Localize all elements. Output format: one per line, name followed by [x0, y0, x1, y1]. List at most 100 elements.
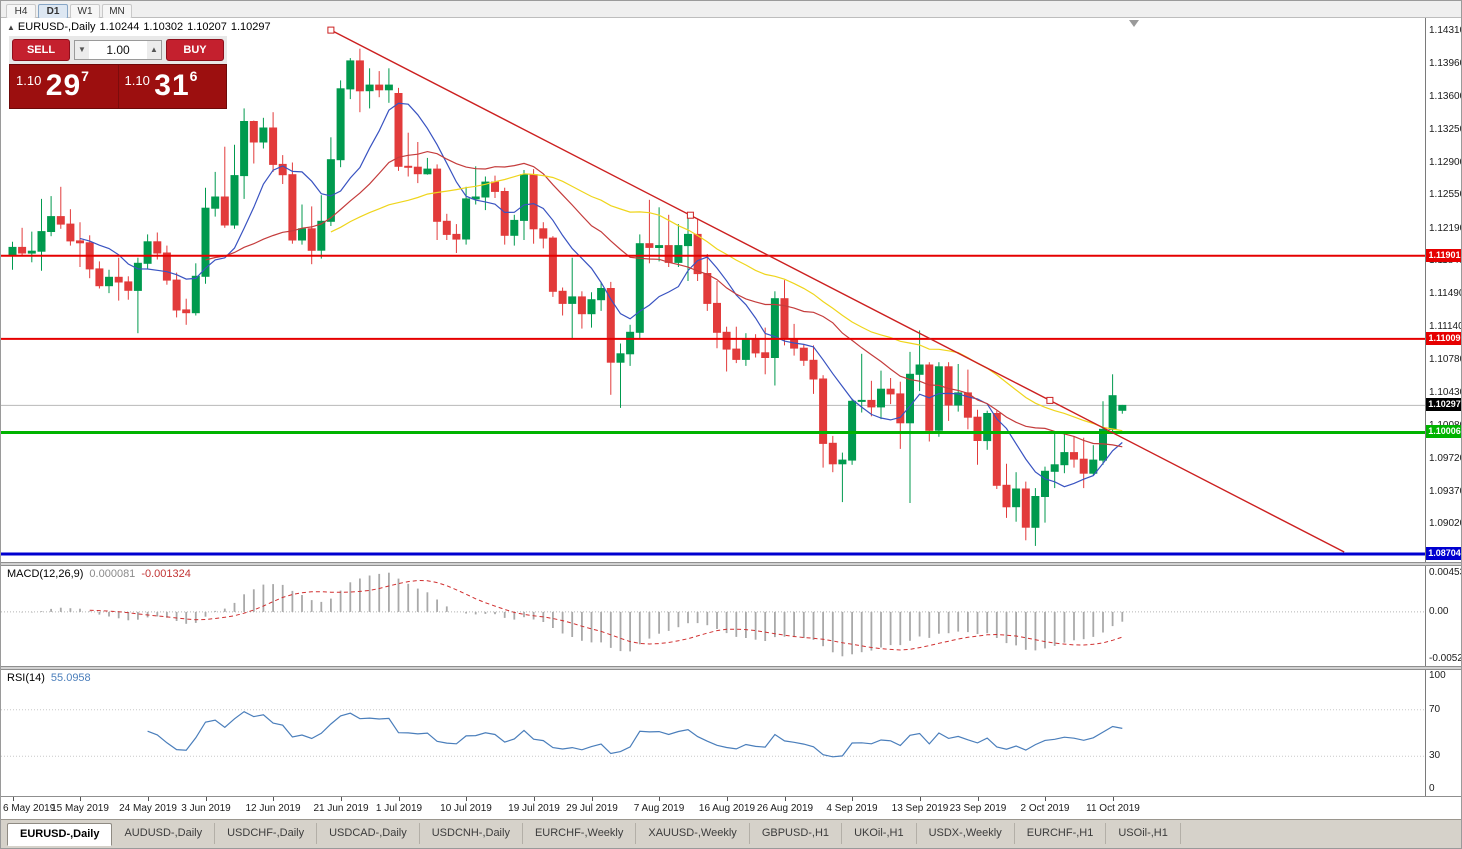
price-axis-label: 1.13600: [1429, 91, 1462, 103]
ma-line-34: [330, 173, 1123, 432]
volume-input[interactable]: 1.00: [106, 43, 130, 57]
macd-axis-label: 0.004536: [1429, 567, 1461, 578]
date-axis-label: 16 Aug 2019: [698, 803, 756, 814]
date-tick: [273, 797, 274, 801]
date-tick: [341, 797, 342, 801]
chart-shift-marker-icon[interactable]: [1129, 20, 1139, 27]
rsi-line: [147, 710, 1123, 758]
macd-axis-label: 0.00: [1429, 605, 1449, 617]
date-axis-label: 21 Jun 2019: [313, 803, 369, 814]
one-click-trading-widget: SELL ▼ 1.00 ▲ BUY 1.10 297 1.10 316: [9, 36, 227, 109]
price-axis-label: 1.13250: [1429, 123, 1462, 135]
symbol-tab-eurchf-weekly[interactable]: EURCHF-,Weekly: [523, 823, 637, 844]
date-tick: [399, 797, 400, 801]
sell-price-big: 29: [45, 69, 82, 102]
symbol-tab-audusd-daily[interactable]: AUDUSD-,Daily: [112, 823, 216, 844]
descending-trendline[interactable]: [330, 29, 1345, 553]
macd-chart-svg: [1, 572, 1425, 657]
macd-histogram: [21, 572, 1124, 657]
date-axis-label: 2 Oct 2019: [1020, 803, 1070, 814]
volume-control: ▼ 1.00 ▲: [74, 40, 162, 60]
trendline-handle[interactable]: [686, 211, 694, 219]
buy-price-display[interactable]: 1.10 316: [119, 65, 227, 108]
date-tick: [534, 797, 535, 801]
price-axis-label: 1.09370: [1429, 485, 1462, 497]
timeframe-button-d1[interactable]: D1: [38, 4, 68, 19]
price-pane: ▲ EURUSD-,Daily 1.10244 1.10302 1.10207 1.102…: [1, 18, 1462, 562]
date-axis-label: 29 Jul 2019: [566, 803, 618, 814]
date-axis-label: 11 Oct 2019: [1086, 803, 1140, 814]
date-axis-label: 7 Aug 2019: [633, 803, 685, 814]
macd-pane: MACD(12,26,9)0.000081-0.001324 0.004536 0…: [1, 566, 1461, 666]
date-tick: [920, 797, 921, 801]
symbol-tab-usdx-weekly[interactable]: USDX-,Weekly: [917, 823, 1015, 844]
tab-bar: EURUSD-,Daily AUDUSD-,Daily USDCHF-,Daily U…: [1, 819, 1461, 848]
date-tick: [727, 797, 728, 801]
timeframe-toolbar: H4 D1 W1 MN: [1, 1, 1461, 19]
date-axis-label: 10 Jul 2019: [440, 803, 492, 814]
symbol-tab-gbpusd-h1[interactable]: GBPUSD-,H1: [750, 823, 843, 844]
symbol-tab-usdcnh-daily[interactable]: USDCNH-,Daily: [420, 823, 523, 844]
symbol-tab-ukoil-h1[interactable]: UKOil-,H1: [842, 823, 917, 844]
price-axis-label: 1.14310: [1429, 25, 1462, 36]
macd-name: MACD(12,26,9): [7, 568, 84, 580]
date-axis-label: 12 Jun 2019: [245, 803, 301, 814]
timeframe-button-w1[interactable]: W1: [70, 4, 100, 19]
date-tick: [1045, 797, 1046, 801]
date-axis: 6 May 2019 15 May 2019 24 May 2019 3 Jun 20…: [1, 796, 1461, 819]
rsi-value: 55.0958: [50, 672, 91, 684]
date-axis-label: 1 Jul 2019: [375, 803, 423, 814]
date-tick: [1113, 797, 1114, 801]
rsi-name: RSI(14): [7, 672, 45, 684]
timeframe-button-mn[interactable]: MN: [102, 4, 132, 19]
chart-title: ▲ EURUSD-,Daily 1.10244 1.10302 1.10207 1.102…: [7, 21, 275, 33]
ohlc-high: 1.10302: [143, 21, 184, 33]
rsi-axis-label: 100: [1429, 670, 1446, 681]
chart-title-symbol: EURUSD-,Daily: [17, 21, 96, 33]
date-tick: [466, 797, 467, 801]
date-tick: [13, 797, 14, 801]
current-price-badge: 1.10297: [1426, 398, 1461, 412]
rsi-axis: 100 70 30 0: [1425, 670, 1461, 796]
rsi-axis-label: 30: [1429, 750, 1441, 762]
price-axis: 1.14310 1.13960 1.13600 1.13250 1.12900 1.125…: [1425, 18, 1462, 562]
pane-splitter[interactable]: [1, 562, 1461, 566]
buy-price-sup: 6: [189, 68, 198, 84]
price-axis-label: 1.10430: [1429, 386, 1462, 398]
price-axis-label: 1.12900: [1429, 156, 1462, 168]
volume-decrease-button[interactable]: ▼: [75, 41, 89, 59]
date-tick: [659, 797, 660, 801]
ohlc-low: 1.10207: [187, 21, 227, 33]
volume-increase-button[interactable]: ▲: [147, 41, 161, 59]
trendline-handle[interactable]: [1046, 396, 1054, 404]
sell-price-base: 1.10: [16, 73, 42, 88]
date-tick: [148, 797, 149, 801]
date-tick: [978, 797, 979, 801]
price-axis-label: 1.12550: [1429, 189, 1462, 201]
date-axis-label: 19 Jul 2019: [508, 803, 560, 814]
rsi-axis-label: 0: [1429, 783, 1435, 794]
symbol-tab-eurchf-h1[interactable]: EURCHF-,H1: [1015, 823, 1107, 844]
symbol-tab-usdchf-daily[interactable]: USDCHF-,Daily: [215, 823, 318, 844]
rsi-label: RSI(14) 55.0958: [7, 672, 91, 684]
price-axis-label: 1.13960: [1429, 57, 1462, 69]
date-axis-label: 24 May 2019: [119, 803, 177, 814]
date-tick: [206, 797, 207, 801]
timeframe-button-h4[interactable]: H4: [6, 4, 36, 19]
price-axis-label: 1.09720: [1429, 453, 1462, 465]
sell-button[interactable]: SELL: [12, 39, 70, 61]
buy-button[interactable]: BUY: [166, 39, 224, 61]
symbol-tab-usoil-h1[interactable]: USOil-,H1: [1106, 823, 1181, 844]
symbol-tab-xauusd-weekly[interactable]: XAUUSD-,Weekly: [636, 823, 750, 844]
date-axis-label: 23 Sep 2019: [949, 803, 1007, 814]
date-tick: [852, 797, 853, 801]
symbol-tab-usdcad-daily[interactable]: USDCAD-,Daily: [317, 823, 420, 844]
symbol-tab-eurusd-daily[interactable]: EURUSD-,Daily: [7, 823, 113, 846]
pane-splitter[interactable]: [1, 666, 1461, 670]
price-axis-label: 1.12190: [1429, 222, 1462, 234]
date-tick: [592, 797, 593, 801]
macd-label: MACD(12,26,9) 0.000081 -0.001324: [7, 568, 191, 580]
trendline-handle[interactable]: [327, 26, 335, 34]
sell-price-display[interactable]: 1.10 297: [10, 65, 119, 108]
hline-price-badge: 1.08704: [1426, 546, 1461, 560]
